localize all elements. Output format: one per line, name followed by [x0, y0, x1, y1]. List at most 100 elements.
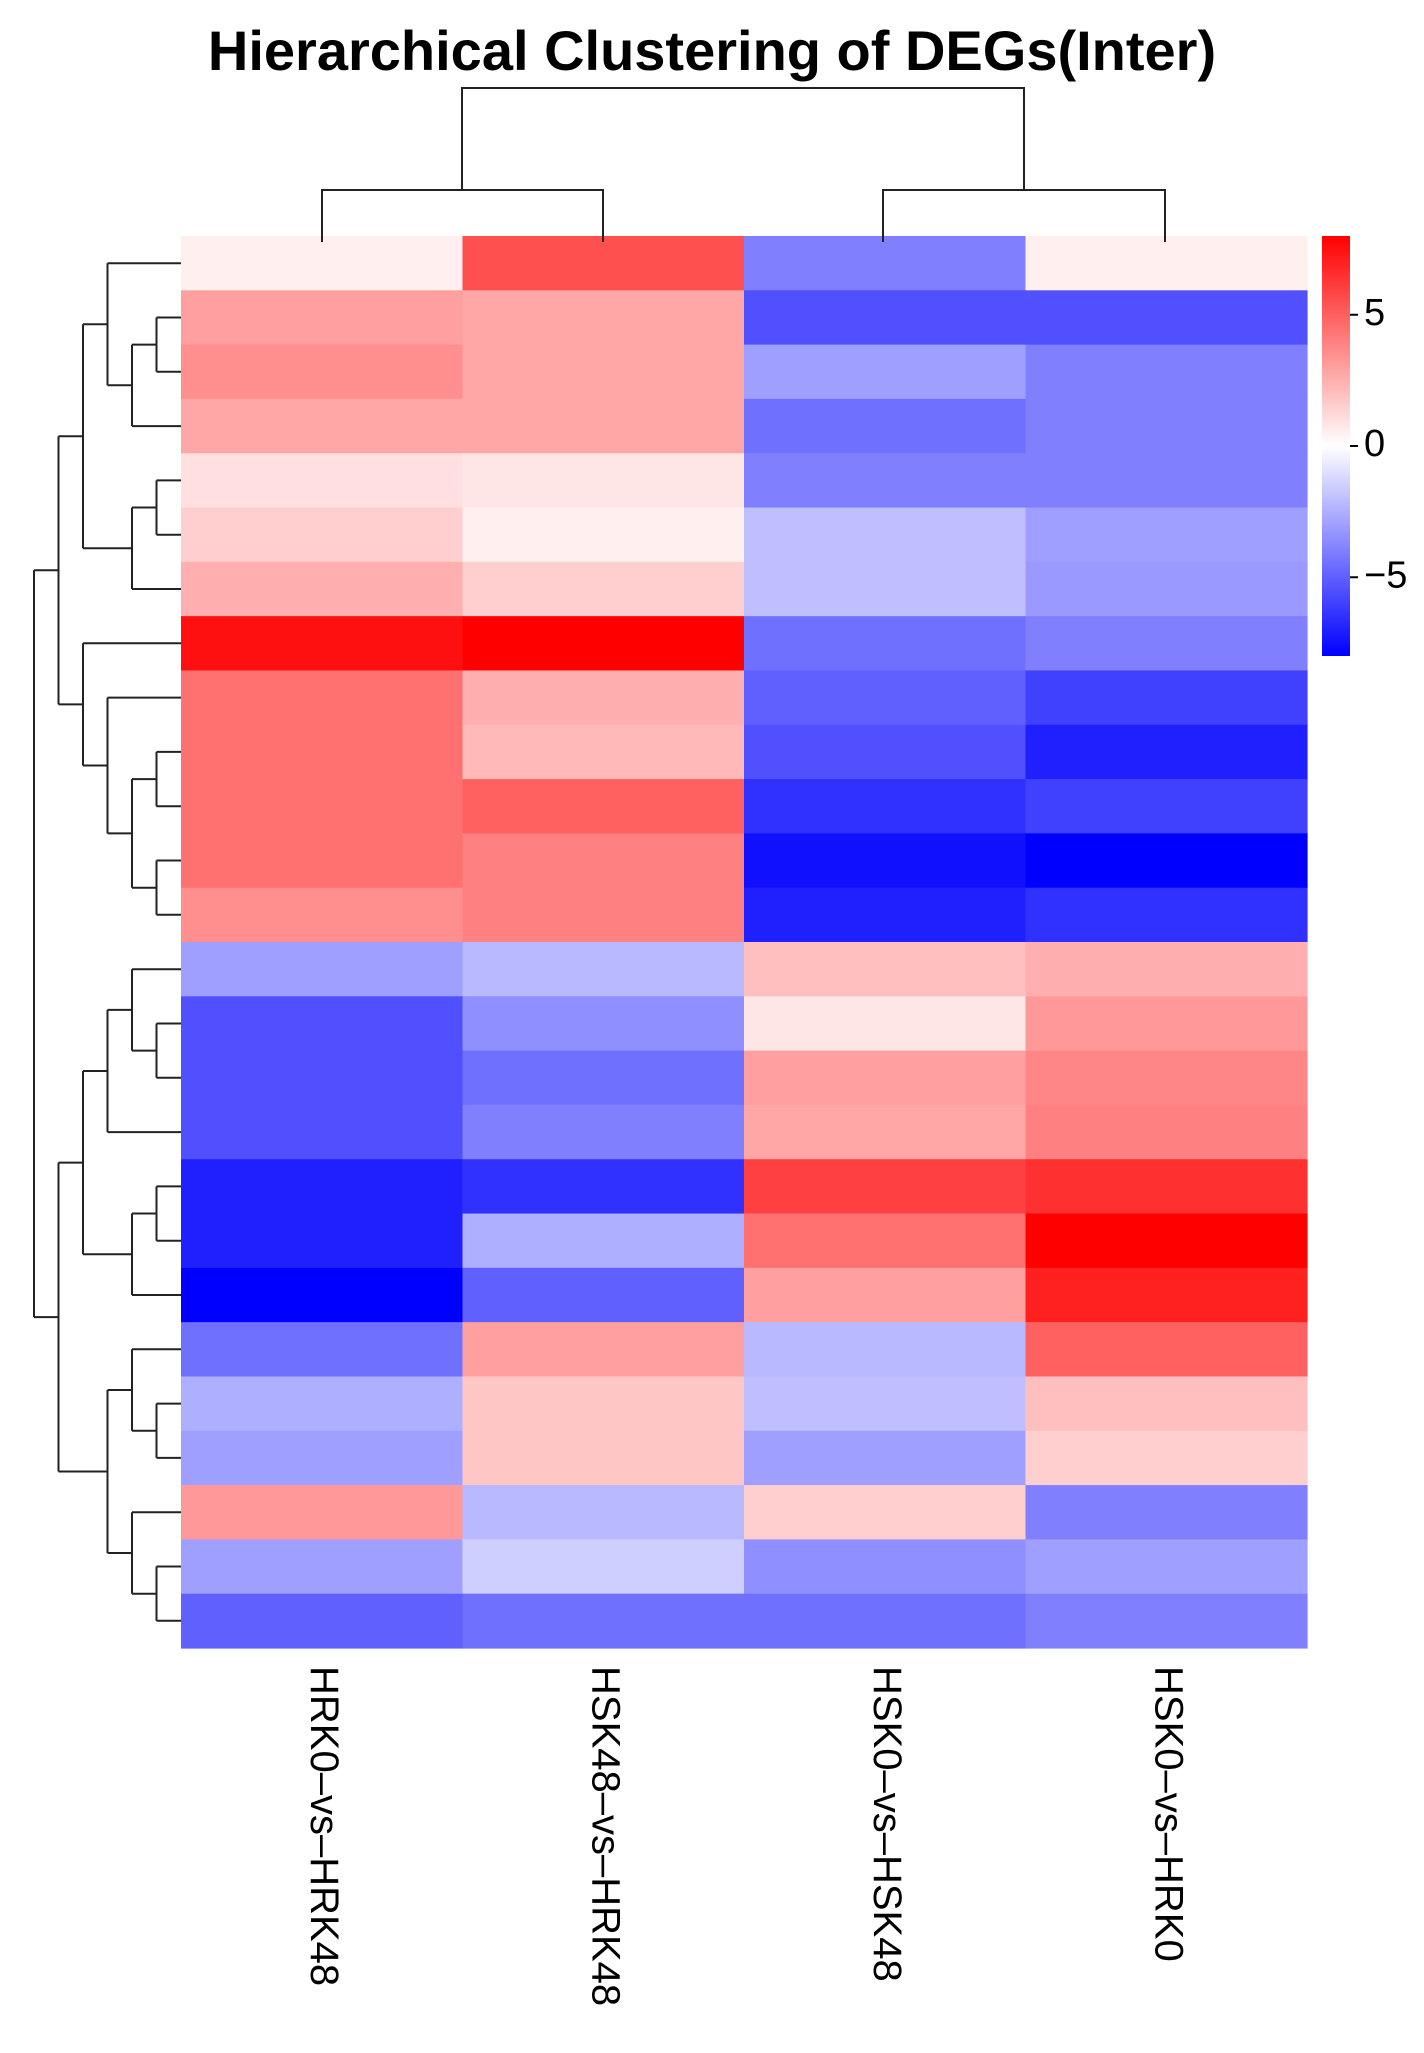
column-label-3: HSK0–vs–HRK0 [1147, 1666, 1191, 1962]
heatmap-cell-r15-c2 [744, 1050, 1027, 1106]
row-dendro-link-11 [57, 435, 83, 706]
heatmap-cell-r19-c2 [744, 1267, 1027, 1323]
heatmap-cell-r21-c0 [181, 1376, 464, 1432]
heatmap-cell-r14-c1 [462, 996, 745, 1052]
heatmap-cell-r14-c3 [1025, 996, 1308, 1052]
heatmap-cell-r21-c3 [1025, 1376, 1308, 1432]
heatmap-cell-r5-c3 [1025, 507, 1308, 563]
heatmap-cell-r0-c3 [1025, 236, 1308, 291]
row-dendro-link-8 [131, 778, 157, 889]
heatmap-cell-r7-c1 [462, 616, 745, 672]
heatmap-cell-r10-c0 [181, 779, 464, 834]
heatmap-cell-r4-c3 [1025, 453, 1308, 509]
row-dendro-link-3 [155, 479, 181, 536]
heatmap-cell-r15-c0 [181, 1050, 464, 1106]
heatmap-cell-r13-c2 [744, 942, 1027, 997]
heatmap-cell-r13-c1 [462, 942, 745, 997]
heatmap-cell-r19-c1 [462, 1267, 745, 1323]
row-dendrogram [33, 262, 181, 1622]
heatmap-cell-r11-c1 [462, 833, 745, 889]
row-dendro-link-19 [155, 1402, 181, 1459]
heatmap-cell-r24-c0 [181, 1539, 464, 1595]
heatmap-cell-r20-c1 [462, 1322, 745, 1378]
heatmap-cell-r12-c3 [1025, 887, 1308, 943]
heatmap-cell-r13-c0 [181, 942, 464, 997]
col-dendro-link-root [461, 87, 1025, 190]
heatmap-cell-r6-c1 [462, 561, 745, 617]
heatmap-cell-r7-c3 [1025, 616, 1308, 672]
heatmap-cell-r21-c2 [744, 1376, 1027, 1432]
heatmap-cell-r11-c2 [744, 833, 1027, 889]
heatmap-cell-r6-c0 [181, 561, 464, 617]
heatmap-cell-r24-c3 [1025, 1539, 1308, 1595]
heatmap-cell-r20-c0 [181, 1322, 464, 1378]
heatmap-cell-r22-c3 [1025, 1430, 1308, 1486]
row-dendro-link-14 [106, 1008, 181, 1134]
row-dendro-link-18 [82, 1070, 108, 1256]
heatmap-cell-r22-c1 [462, 1430, 745, 1486]
heatmap-cell-r10-c3 [1025, 779, 1308, 834]
heatmap-cell-r20-c2 [744, 1322, 1027, 1378]
column-label-0: HRK0–vs–HRK48 [302, 1666, 346, 1986]
heatmap-cell-r23-c1 [462, 1485, 745, 1540]
heatmap-cell-r8-c1 [462, 670, 745, 726]
heatmap-cell-r1-c3 [1025, 290, 1308, 346]
heatmap-cell-r20-c3 [1025, 1322, 1308, 1378]
colorbar: 5 0 −5 [1322, 236, 1407, 656]
row-dendro-link-26 [33, 569, 59, 1319]
heatmap-cell-r16-c2 [744, 1104, 1027, 1160]
heatmap-cell-r4-c0 [181, 453, 464, 509]
heatmap-cell-r1-c2 [744, 290, 1027, 346]
heatmap-cell-r2-c1 [462, 344, 745, 400]
heatmap-cell-r23-c2 [744, 1485, 1027, 1540]
heatmap-cell-r13-c3 [1025, 942, 1308, 997]
heatmap-cell-r8-c0 [181, 670, 464, 726]
heatmap-cell-r2-c0 [181, 344, 464, 400]
heatmap-cell-r7-c0 [181, 616, 464, 672]
heatmap-cell-r12-c1 [462, 887, 745, 943]
heatmap-cell-r11-c0 [181, 833, 464, 889]
column-labels: HRK0–vs–HRK48 HSK48–vs–HRK48 HSK0–vs–HSK48… [302, 1666, 1191, 2006]
heatmap-cell-r6-c3 [1025, 561, 1308, 617]
row-dendro-link-12 [155, 1022, 181, 1079]
heatmap-cell-r2-c2 [744, 344, 1027, 400]
colorbar-tick-label-2: −5 [1364, 554, 1407, 596]
column-dendrogram [321, 87, 1166, 242]
heatmap-cell-r9-c3 [1025, 724, 1308, 780]
heatmap-cell-r25-c1 [462, 1593, 745, 1649]
heatmap-cell-r10-c2 [744, 779, 1027, 834]
heatmap-cell-r18-c1 [462, 1213, 745, 1269]
column-label-2: HSK0–vs–HSK48 [865, 1666, 909, 1982]
heatmap-cell-r5-c1 [462, 507, 745, 563]
heatmap-cell-r23-c0 [181, 1485, 464, 1540]
heatmap-cell-r8-c2 [744, 670, 1027, 726]
chart-title: Hierarchical Clustering of DEGs(Inter) [207, 19, 1217, 82]
colorbar-tick-label-0: 5 [1364, 292, 1385, 334]
heatmap-cell-r16-c0 [181, 1104, 464, 1160]
col-dendro-link-right [882, 189, 1166, 242]
heatmap-cell-r2-c3 [1025, 344, 1308, 400]
heatmap-cell-r5-c2 [744, 507, 1027, 563]
heatmap-cell-r5-c0 [181, 507, 464, 563]
heatmap-cell-r23-c3 [1025, 1485, 1308, 1540]
row-dendro-link-21 [155, 1565, 181, 1622]
heatmap-cell-r10-c1 [462, 779, 745, 834]
heatmap-cell-r25-c2 [744, 1593, 1027, 1649]
heatmap-cell-r12-c0 [181, 887, 464, 943]
heatmap-cells [181, 236, 1308, 1649]
heatmap-cell-r19-c3 [1025, 1267, 1308, 1323]
heatmap-cell-r3-c2 [744, 398, 1027, 454]
heatmap-cell-r3-c0 [181, 398, 464, 454]
heatmap-cell-r25-c3 [1025, 1593, 1308, 1649]
heatmap-cell-r1-c1 [462, 290, 745, 346]
heatmap-cell-r0-c0 [181, 236, 464, 291]
heatmap-cell-r4-c1 [462, 453, 745, 509]
heatmap-cell-r24-c2 [744, 1539, 1027, 1595]
colorbar-tick-label-1: 0 [1364, 423, 1385, 465]
heatmap-cell-r0-c2 [744, 236, 1027, 291]
row-dendro-link-6 [155, 750, 181, 808]
heatmap-cell-r22-c0 [181, 1430, 464, 1486]
heatmap-cell-r8-c3 [1025, 670, 1308, 726]
heatmap-cell-r14-c0 [181, 996, 464, 1052]
